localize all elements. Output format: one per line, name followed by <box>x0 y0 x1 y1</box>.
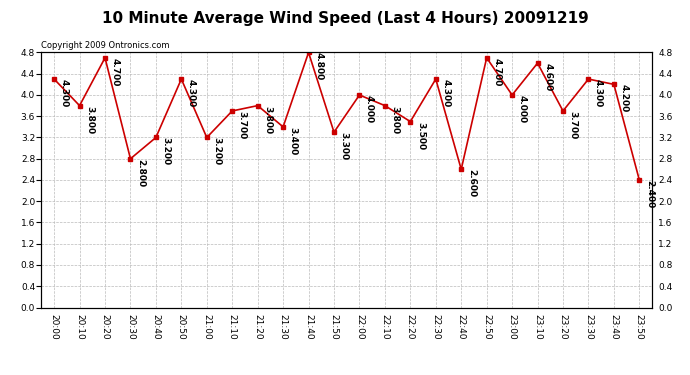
Text: 3.800: 3.800 <box>263 106 273 134</box>
Text: 4.700: 4.700 <box>492 58 501 86</box>
Text: 2.600: 2.600 <box>466 170 476 198</box>
Text: 4.000: 4.000 <box>518 95 526 123</box>
Text: 3.400: 3.400 <box>288 127 297 155</box>
Text: 4.300: 4.300 <box>442 79 451 107</box>
Text: 4.800: 4.800 <box>314 53 323 81</box>
Text: 3.700: 3.700 <box>569 111 578 139</box>
Text: 4.000: 4.000 <box>365 95 374 123</box>
Text: 4.200: 4.200 <box>620 84 629 112</box>
Text: 4.600: 4.600 <box>543 63 552 92</box>
Text: 3.200: 3.200 <box>161 138 170 166</box>
Text: 10 Minute Average Wind Speed (Last 4 Hours) 20091219: 10 Minute Average Wind Speed (Last 4 Hou… <box>101 11 589 26</box>
Text: 2.400: 2.400 <box>645 180 654 208</box>
Text: 3.800: 3.800 <box>391 106 400 134</box>
Text: 4.300: 4.300 <box>594 79 603 107</box>
Text: 3.700: 3.700 <box>238 111 247 139</box>
Text: 4.300: 4.300 <box>187 79 196 107</box>
Text: 4.300: 4.300 <box>59 79 69 107</box>
Text: 2.800: 2.800 <box>136 159 145 187</box>
Text: 4.700: 4.700 <box>110 58 119 86</box>
Text: 3.500: 3.500 <box>416 122 425 150</box>
Text: 3.800: 3.800 <box>85 106 94 134</box>
Text: 3.200: 3.200 <box>213 138 221 166</box>
Text: Copyright 2009 Ontronics.com: Copyright 2009 Ontronics.com <box>41 41 170 50</box>
Text: 3.300: 3.300 <box>339 132 348 160</box>
